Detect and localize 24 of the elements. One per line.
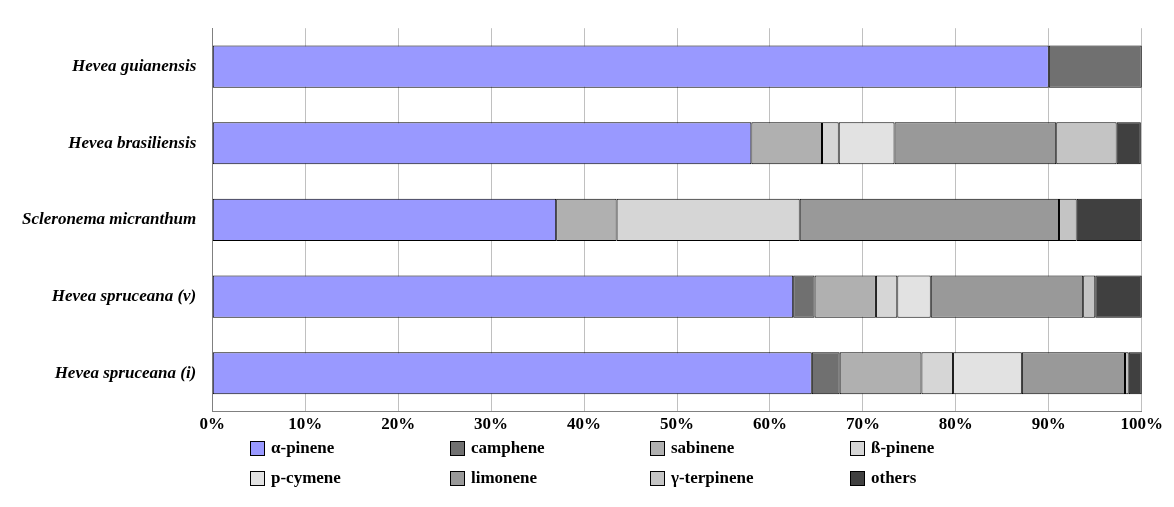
y-tick-label: Scleronema micranthum bbox=[21, 209, 197, 229]
y-tick-label: Hevea spruceana (i) bbox=[53, 362, 197, 382]
legend-label: γ-terpinene bbox=[671, 468, 754, 488]
legend-label: sabinene bbox=[671, 438, 735, 458]
legend-label: ß-pinene bbox=[871, 438, 935, 458]
legend-label: camphene bbox=[471, 438, 545, 458]
x-tick-label: 50% bbox=[660, 414, 695, 434]
x-tick-label: 10% bbox=[288, 414, 323, 434]
x-tick-label: 70% bbox=[845, 414, 880, 434]
x-tick-label: 60% bbox=[752, 414, 787, 434]
x-tick-label: 40% bbox=[567, 414, 602, 434]
y-tick-label: Hevea guianensis bbox=[71, 55, 197, 75]
x-tick-label: 30% bbox=[474, 414, 509, 434]
x-tick-label: 0% bbox=[199, 414, 226, 434]
x-tick-label: 100% bbox=[1120, 414, 1163, 434]
y-tick-label: Hevea spruceana (v) bbox=[50, 285, 197, 305]
y-tick-label: Hevea brasiliensis bbox=[67, 132, 197, 152]
legend-label: limonene bbox=[471, 468, 538, 488]
x-tick-label: 90% bbox=[1031, 414, 1066, 434]
legend-label: p-cymene bbox=[271, 468, 341, 488]
legend-label: α-pinene bbox=[271, 438, 335, 458]
x-tick-label: 20% bbox=[381, 414, 416, 434]
x-tick-label: 80% bbox=[938, 414, 973, 434]
legend-label: others bbox=[871, 468, 917, 488]
